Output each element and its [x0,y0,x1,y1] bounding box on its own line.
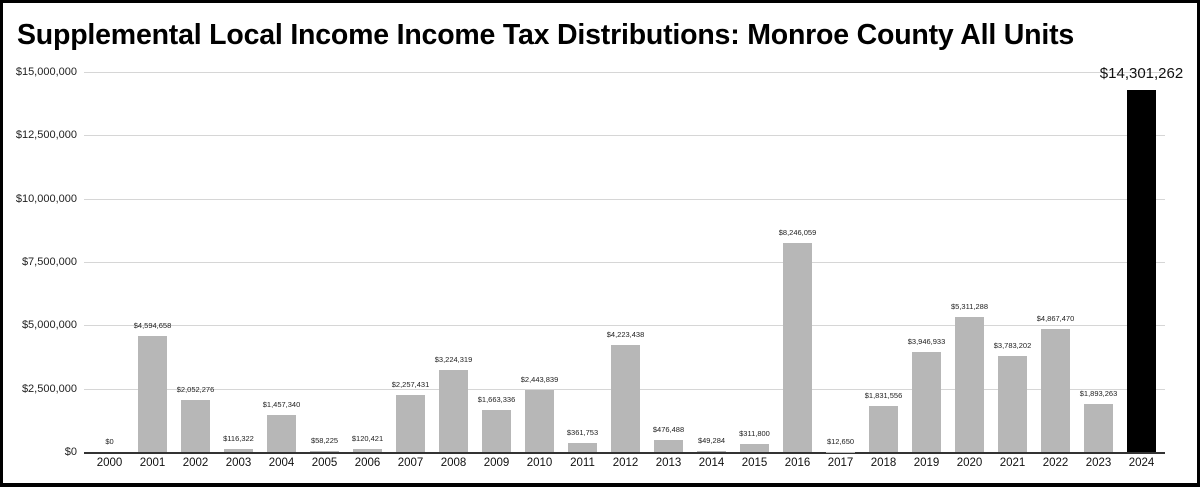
bar-value-label: $1,893,263 [1079,389,1118,399]
y-tick-label: $15,000,000 [15,66,77,78]
x-axis-line [84,452,1165,454]
bar-2014[interactable] [697,450,726,452]
bar-value-label: $4,867,470 [1036,313,1075,323]
x-tick-label: 2004 [268,457,295,469]
bar-2019[interactable] [912,352,941,452]
bar-value-label: $12,650 [826,436,855,446]
bar-2007[interactable] [396,394,425,452]
bar-value-label: $2,443,839 [520,375,559,385]
bar-2018[interactable] [869,405,898,452]
x-tick-label: 2019 [913,457,940,469]
chart-title: Supplemental Local Income Income Tax Dis… [17,19,1075,51]
bar-2002[interactable] [181,400,210,452]
bar-2024[interactable] [1127,89,1156,452]
bar-value-label: $4,594,658 [133,320,172,330]
y-tick-label: $10,000,000 [15,192,77,205]
bar-value-label: $8,246,059 [778,228,817,238]
bar-value-label: $1,831,556 [864,390,903,400]
x-tick-label: 2018 [870,457,897,469]
gridline [84,135,1165,137]
x-tick-label: 2017 [827,457,854,469]
x-tick-label: 2010 [526,457,553,469]
x-tick-label: 2014 [698,457,725,469]
chart-frame: Supplemental Local Income Income Tax Dis… [3,3,1197,483]
bar-value-label: $2,257,431 [391,379,430,389]
x-tick-label: 2024 [1128,457,1155,469]
x-tick-label: 2021 [999,457,1026,469]
bar-value-label: $0 [105,437,114,446]
x-tick-label: 2022 [1042,457,1069,469]
x-tick-label: 2015 [741,457,768,469]
x-tick-label: 2007 [397,457,424,469]
bar-2016[interactable] [783,243,812,452]
x-tick-label: 2000 [96,457,123,469]
bar-value-label: $14,301,262 [1099,64,1184,82]
bar-value-label: $3,946,933 [907,337,946,346]
bar-2013[interactable] [654,439,683,452]
bar-value-label: $4,223,438 [606,330,645,339]
gridline [84,325,1165,327]
gridline [84,262,1165,263]
x-tick-label: 2012 [612,457,639,469]
x-tick-label: 2002 [182,457,209,469]
y-tick-label: $12,500,000 [15,129,77,142]
bar-value-label: $49,284 [697,435,726,445]
bar-2006[interactable] [353,448,382,452]
bar-2021[interactable] [998,356,1027,452]
y-tick-label: $2,500,000 [21,382,77,395]
x-tick-label: 2011 [570,457,595,469]
bar-value-label: $120,421 [351,433,384,443]
bar-value-label: $311,800 [739,429,770,439]
bar-value-label: $116,322 [223,434,254,444]
bar-2020[interactable] [955,317,984,452]
x-tick-label: 2020 [956,457,983,469]
plot-area: $0 $2,500,000 $5,000,000 $7,500,000 $10,000,… [3,3,1197,483]
bar-value-label: $3,783,202 [993,341,1032,351]
bar-value-label: $1,663,336 [477,394,516,404]
x-tick-label: 2005 [311,457,338,469]
bar-2010[interactable] [525,390,554,452]
bar-2023[interactable] [1084,404,1113,452]
bar-2008[interactable] [439,370,468,452]
x-tick-label: 2003 [225,457,252,469]
bar-value-label: $58,225 [310,435,339,445]
x-tick-label: 2016 [784,457,811,469]
bar-value-label: $361,753 [566,427,599,437]
y-tick-label: $0 [64,446,77,458]
bar-2015[interactable] [740,444,769,452]
bar-2003[interactable] [224,449,253,452]
bar-2012[interactable] [611,345,640,452]
bar-2004[interactable] [267,415,296,452]
gridline [84,72,1165,73]
bar-2022[interactable] [1041,328,1070,452]
bar-value-label: $1,457,340 [262,400,301,410]
y-tick-label: $7,500,000 [21,256,77,268]
x-tick-label: 2008 [440,457,467,469]
y-tick-label: $5,000,000 [21,319,77,332]
bar-2009[interactable] [482,409,511,452]
gridline [84,198,1165,200]
x-tick-label: 2013 [655,457,682,469]
x-tick-label: 2009 [483,457,510,469]
x-tick-label: 2001 [139,457,166,469]
bar-value-label: $476,488 [652,424,685,434]
x-tick-label: 2023 [1085,457,1112,469]
bar-2017[interactable] [826,451,855,453]
bar-value-label: $5,311,288 [951,302,988,312]
bar-value-label: $3,224,319 [434,355,473,365]
bar-2001[interactable] [138,335,167,452]
bar-2005[interactable] [310,450,339,452]
x-tick-label: 2006 [354,457,381,469]
bar-2011[interactable] [568,442,597,452]
bar-value-label: $2,052,276 [176,385,215,394]
